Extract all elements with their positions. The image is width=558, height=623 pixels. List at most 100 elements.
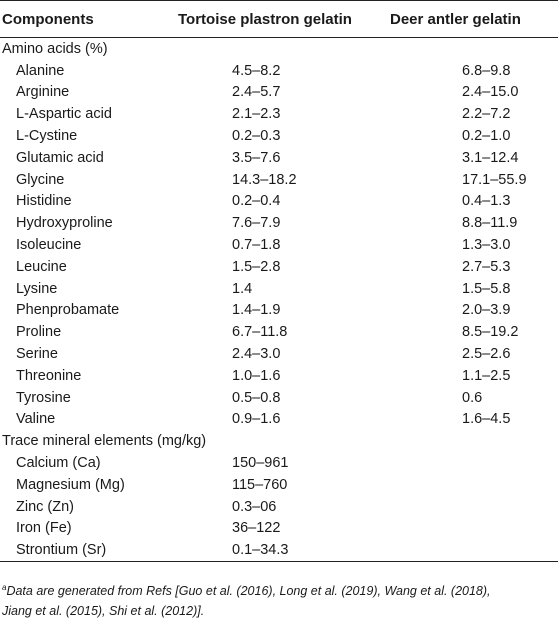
deer-value [390, 518, 558, 540]
deer-value: 2.5–2.6 [462, 346, 511, 363]
table-row: Tyrosine 0.5–0.8 0.6 [0, 387, 558, 409]
component-name: Glutamic acid [16, 149, 104, 166]
component-name: Threonine [16, 367, 82, 384]
table-row: Hydroxyproline 7.6–7.9 8.8–11.9 [0, 212, 558, 234]
table-row: Arginine 2.4–5.7 2.4–15.0 [0, 82, 558, 104]
tortoise-value: 150–961 [232, 455, 289, 472]
deer-value: 1.5–5.8 [462, 280, 511, 297]
deer-value: 3.1–12.4 [462, 149, 519, 166]
footnote-marker: a [2, 583, 7, 592]
footnote-line1: Data are generated from Refs [Guo et al.… [6, 584, 491, 599]
table-row: Calcium (Ca) 150–961 [0, 452, 558, 474]
deer-value: 0.4–1.3 [462, 193, 511, 210]
tortoise-value: 1.0–1.6 [232, 367, 281, 384]
tortoise-value: 0.2–0.3 [232, 128, 281, 145]
section-row: Trace mineral elements (mg/kg) [0, 430, 558, 452]
component-name: Arginine [16, 84, 70, 101]
tortoise-value: 115–760 [232, 476, 288, 493]
deer-value [390, 474, 558, 496]
deer-value: 2.7–5.3 [462, 258, 511, 275]
tortoise-value: 1.5–2.8 [232, 258, 281, 275]
table-row: L-Aspartic acid 2.1–2.3 2.2–7.2 [0, 103, 558, 125]
tortoise-value: 4.5–8.2 [232, 62, 281, 79]
deer-value: 2.0–3.9 [462, 302, 511, 319]
table-row: Lysine 1.4 1.5–5.8 [0, 278, 558, 300]
tortoise-value: 0.7–1.8 [232, 237, 281, 254]
deer-value: 2.4–15.0 [462, 84, 519, 101]
tortoise-value: 0.1–34.3 [178, 539, 390, 563]
component-name: Calcium (Ca) [16, 455, 101, 472]
tortoise-value: 2.4–3.0 [232, 346, 281, 363]
component-name: Zinc (Zn) [16, 498, 74, 515]
component-name: Magnesium (Mg) [16, 476, 125, 493]
component-name: L-Aspartic acid [16, 106, 112, 123]
component-name: Phenprobamate [16, 302, 120, 319]
table-row: Histidine 0.2–0.4 0.4–1.3 [0, 191, 558, 213]
deer-value: 1.1–2.5 [462, 367, 511, 384]
table-row: Alanine 4.5–8.2 6.8–9.8 [0, 60, 558, 82]
table-body: Amino acids (%) Alanine 4.5–8.2 6.8–9.8 Argi… [0, 38, 558, 563]
deer-value: 0.6 [462, 389, 483, 406]
footnote-line2: Jiang et al. (2015), Shi et al. (2012)]. [2, 604, 205, 619]
deer-value: 6.8–9.8 [462, 62, 511, 79]
component-name: Leucine [16, 258, 67, 275]
component-name: L-Cystine [16, 128, 78, 145]
section-label: Amino acids (%) [2, 40, 108, 57]
component-name: Strontium (Sr) [0, 539, 178, 563]
header-components: Components [2, 10, 94, 28]
deer-value [390, 452, 558, 474]
component-name: Serine [16, 346, 58, 363]
table-row: Zinc (Zn) 0.3–06 [0, 496, 558, 518]
tortoise-value: 0.5–0.8 [232, 389, 281, 406]
component-name: Iron (Fe) [16, 520, 72, 537]
deer-value: 2.2–7.2 [462, 106, 511, 123]
component-name: Tyrosine [16, 389, 71, 406]
table-row: Glycine 14.3–18.2 17.1–55.9 [0, 169, 558, 191]
tortoise-value: 0.3–06 [232, 498, 277, 515]
table-row: Proline 6.7–11.8 8.5–19.2 [0, 321, 558, 343]
tortoise-value: 1.4–1.9 [232, 302, 281, 319]
header-tortoise: Tortoise plastron gelatin [178, 10, 352, 28]
table-row: Strontium (Sr) 0.1–34.3 [0, 539, 558, 563]
tortoise-value: 14.3–18.2 [232, 171, 297, 188]
deer-value: 17.1–55.9 [462, 171, 527, 188]
component-name: Lysine [16, 280, 58, 297]
tortoise-value: 2.4–5.7 [232, 84, 281, 101]
table-row: Iron (Fe) 36–122 [0, 518, 558, 540]
tortoise-value: 7.6–7.9 [232, 215, 281, 232]
deer-value: 8.5–19.2 [462, 324, 519, 341]
table-row: Serine 2.4–3.0 2.5–2.6 [0, 343, 558, 365]
deer-value [390, 496, 558, 518]
table-row: Phenprobamate 1.4–1.9 2.0–3.9 [0, 300, 558, 322]
component-name: Alanine [16, 62, 65, 79]
tortoise-value: 6.7–11.8 [232, 324, 288, 341]
table-row: L-Cystine 0.2–0.3 0.2–1.0 [0, 125, 558, 147]
component-name: Histidine [16, 193, 72, 210]
table-row: Magnesium (Mg) 115–760 [0, 474, 558, 496]
deer-value: 8.8–11.9 [462, 215, 518, 232]
component-name: Hydroxyproline [16, 215, 113, 232]
tortoise-value: 3.5–7.6 [232, 149, 281, 166]
tortoise-value: 1.4 [232, 280, 253, 297]
component-name: Isoleucine [16, 237, 82, 254]
tortoise-value: 36–122 [232, 520, 281, 537]
tortoise-value: 0.2–0.4 [232, 193, 281, 210]
component-name: Proline [16, 324, 62, 341]
tortoise-value: 2.1–2.3 [232, 106, 281, 123]
table-row: Threonine 1.0–1.6 1.1–2.5 [0, 365, 558, 387]
tortoise-value: 0.9–1.6 [232, 411, 281, 428]
deer-value [390, 539, 558, 563]
section-row: Amino acids (%) [0, 38, 558, 60]
component-name: Valine [16, 411, 56, 428]
table-row: Isoleucine 0.7–1.8 1.3–3.0 [0, 234, 558, 256]
header-row: Components Tortoise plastron gelatin Dee… [0, 0, 558, 38]
deer-value: 1.3–3.0 [462, 237, 511, 254]
deer-value: 0.2–1.0 [462, 128, 511, 145]
component-name: Glycine [16, 171, 65, 188]
composition-table: Components Tortoise plastron gelatin Dee… [0, 0, 558, 563]
header-deer: Deer antler gelatin [390, 10, 521, 28]
table-row: Valine 0.9–1.6 1.6–4.5 [0, 409, 558, 431]
section-label: Trace mineral elements (mg/kg) [2, 433, 207, 450]
table-row: Leucine 1.5–2.8 2.7–5.3 [0, 256, 558, 278]
